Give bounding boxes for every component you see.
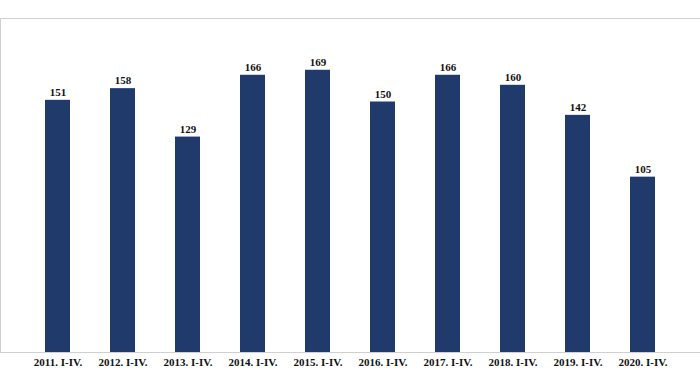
svg-text:2012. I-IV.: 2012. I-IV. xyxy=(98,356,147,368)
svg-text:2017. I-IV.: 2017. I-IV. xyxy=(423,356,472,368)
svg-text:2016. I-IV.: 2016. I-IV. xyxy=(358,356,407,368)
svg-text:142: 142 xyxy=(570,101,587,113)
svg-text:2019. I-IV.: 2019. I-IV. xyxy=(553,356,602,368)
svg-text:2018. I-IV.: 2018. I-IV. xyxy=(488,356,537,368)
svg-text:2014. I-IV.: 2014. I-IV. xyxy=(228,356,277,368)
svg-text:158: 158 xyxy=(115,74,132,86)
svg-text:166: 166 xyxy=(245,61,262,73)
svg-text:160: 160 xyxy=(505,71,522,83)
svg-text:129: 129 xyxy=(180,123,197,135)
svg-text:166: 166 xyxy=(440,61,457,73)
svg-text:2015. I-IV.: 2015. I-IV. xyxy=(293,356,342,368)
svg-text:2013. I-IV.: 2013. I-IV. xyxy=(163,356,212,368)
svg-text:2020. I-IV.: 2020. I-IV. xyxy=(618,356,667,368)
svg-text:2011. I-IV.: 2011. I-IV. xyxy=(34,356,83,368)
svg-text:169: 169 xyxy=(310,56,327,68)
svg-text:150: 150 xyxy=(375,88,392,100)
svg-text:105: 105 xyxy=(635,163,652,175)
svg-text:151: 151 xyxy=(50,86,67,98)
